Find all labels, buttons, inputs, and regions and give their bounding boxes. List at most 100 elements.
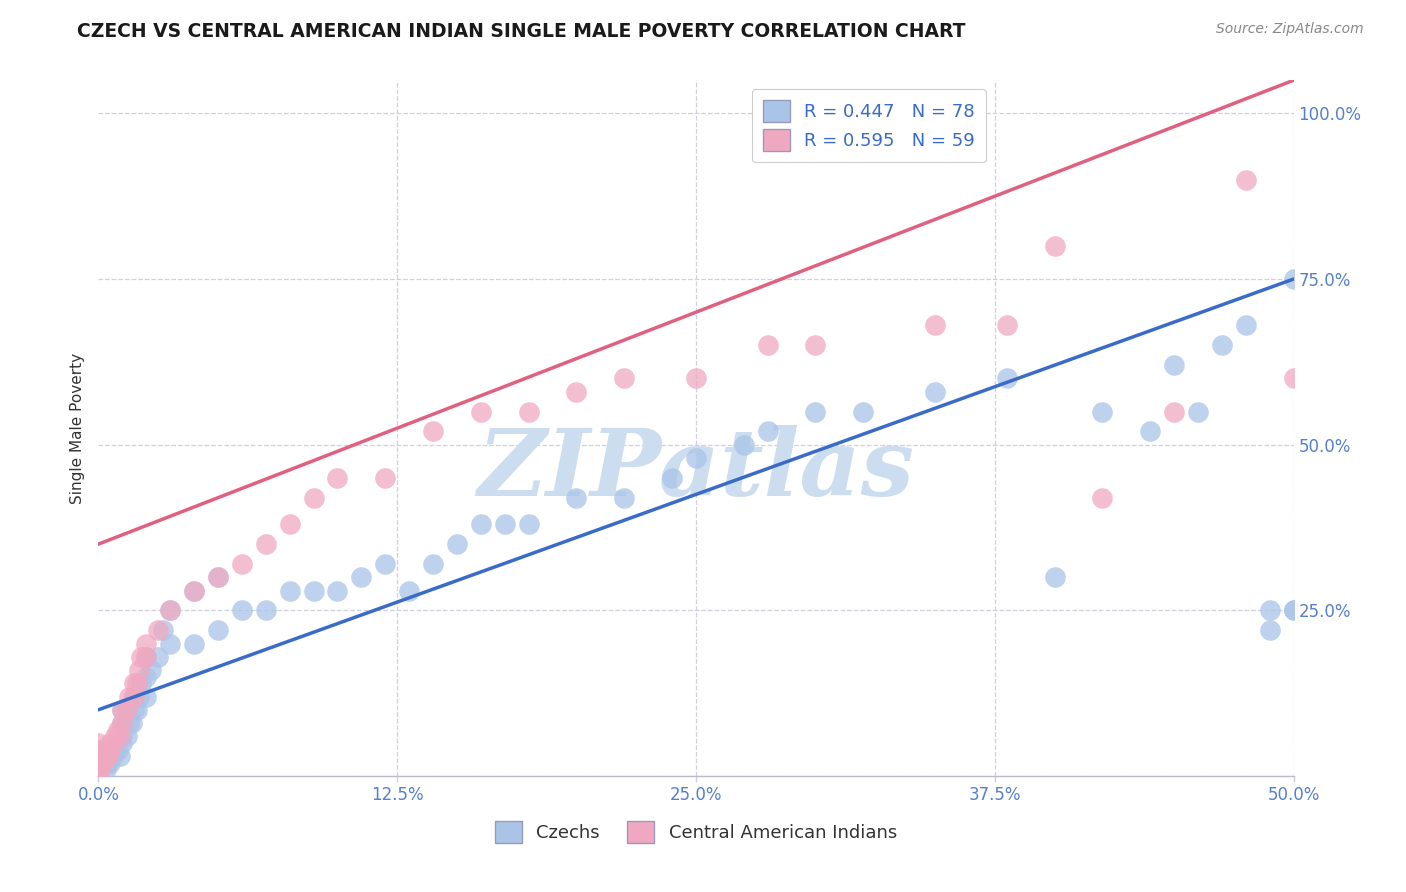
Point [87,769,110,783]
Point [326,583,349,598]
Point [135,670,157,684]
Point [131,676,153,690]
Point [613,491,636,505]
Point [131,649,153,664]
Point [804,404,827,418]
Point [108,729,131,743]
Point [1234,318,1257,333]
Point [87,756,110,770]
Point [101,749,124,764]
Point [128,690,150,704]
Point [302,583,325,598]
Point [124,703,146,717]
Point [517,517,540,532]
Point [183,636,205,650]
Point [97,749,120,764]
Point [94,756,117,770]
Point [207,570,229,584]
Point [115,703,138,717]
Point [135,649,157,664]
Point [1282,272,1305,286]
Point [1282,371,1305,385]
Point [128,663,150,677]
Point [231,557,253,571]
Point [111,729,134,743]
Point [1234,172,1257,186]
Point [613,371,636,385]
Point [98,742,122,756]
Point [87,742,110,756]
Point [852,404,875,418]
Point [374,471,396,485]
Point [87,763,110,777]
Point [124,690,146,704]
Point [87,736,110,750]
Point [139,663,162,677]
Point [94,749,117,764]
Point [108,749,131,764]
Point [97,756,120,770]
Point [87,749,110,764]
Point [125,676,148,690]
Point [924,318,946,333]
Point [1091,491,1114,505]
Point [107,742,129,756]
Point [326,471,349,485]
Point [302,491,325,505]
Point [1043,570,1066,584]
Point [398,583,420,598]
Point [87,756,110,770]
Point [685,371,707,385]
Point [470,404,492,418]
Point [87,749,110,764]
Point [87,742,110,756]
Point [1091,404,1114,418]
Point [995,371,1018,385]
Point [104,742,127,756]
Point [422,557,444,571]
Point [350,570,373,584]
Point [565,491,588,505]
Point [121,716,143,731]
Point [231,603,253,617]
Point [98,736,122,750]
Point [1139,425,1161,439]
Point [1402,239,1406,253]
Point [87,749,110,764]
Point [924,384,946,399]
Point [278,517,301,532]
Point [135,649,157,664]
Point [278,583,301,598]
Point [98,749,122,764]
Point [115,729,138,743]
Point [124,676,146,690]
Point [101,736,124,750]
Point [111,703,134,717]
Point [374,557,396,571]
Point [87,769,110,783]
Point [804,338,827,352]
Legend: Czechs, Central American Indians: Czechs, Central American Indians [488,814,904,850]
Point [87,763,110,777]
Point [125,703,148,717]
Point [87,769,110,783]
Point [1163,358,1185,372]
Point [91,756,114,770]
Text: ZIPatlas: ZIPatlas [478,425,914,515]
Point [118,690,141,704]
Point [446,537,468,551]
Y-axis label: Single Male Poverty: Single Male Poverty [70,352,86,504]
Point [87,763,110,777]
Point [995,318,1018,333]
Point [1163,404,1185,418]
Point [159,603,181,617]
Point [152,624,174,638]
Point [1258,624,1281,638]
Point [159,603,181,617]
Point [111,703,134,717]
Point [685,450,707,465]
Point [756,338,779,352]
Point [124,690,146,704]
Point [111,736,134,750]
Point [118,716,141,731]
